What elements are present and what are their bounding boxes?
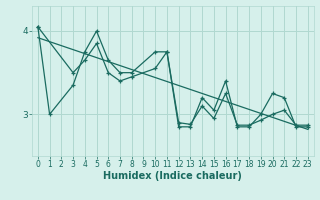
X-axis label: Humidex (Indice chaleur): Humidex (Indice chaleur) <box>103 171 242 181</box>
